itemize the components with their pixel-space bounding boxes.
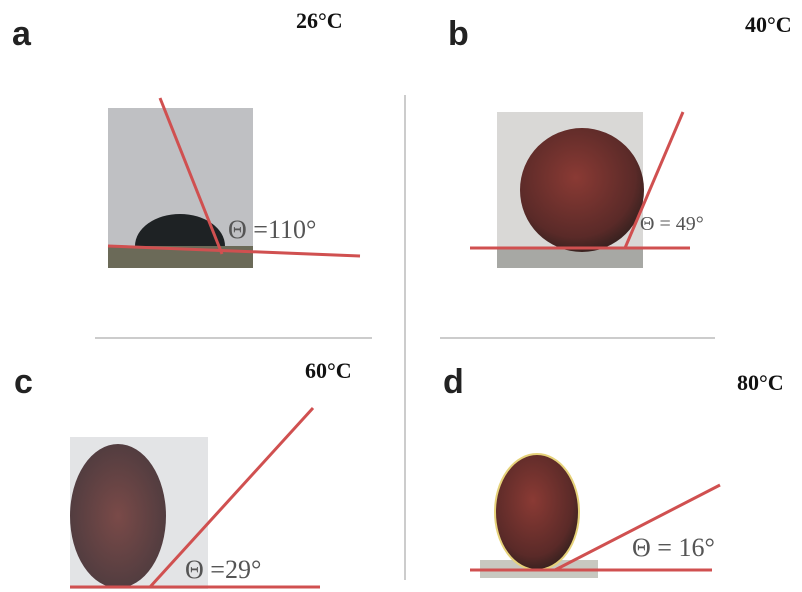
panel-label: b: [448, 15, 469, 53]
panel-label: c: [14, 363, 33, 401]
angle: Θ =29°: [185, 555, 261, 584]
angle: Θ = 16°: [632, 533, 715, 562]
temperature: 26°C: [296, 8, 343, 33]
temperature: 40°C: [745, 12, 792, 37]
angle: Θ =110°: [228, 215, 316, 244]
panel-d: d 80°C Θ = 16°: [443, 363, 784, 578]
droplet: [520, 128, 644, 252]
temperature: 80°C: [737, 370, 784, 395]
substrate: [497, 248, 643, 268]
droplet: [495, 454, 579, 570]
angle: Θ = 49°: [640, 213, 704, 235]
panel-label: d: [443, 363, 464, 401]
droplet: [70, 444, 166, 588]
panel-b: b 40°C Θ = 49°: [448, 12, 792, 268]
panel-label: a: [12, 15, 32, 53]
panel-c: c 60°C Θ =29°: [14, 358, 352, 589]
figure: a 26°C Θ =110° b 40°C Θ = 49° c 60°C Θ =…: [0, 0, 802, 592]
temperature: 60°C: [305, 358, 352, 383]
panel-a: a 26°C Θ =110°: [12, 8, 360, 268]
